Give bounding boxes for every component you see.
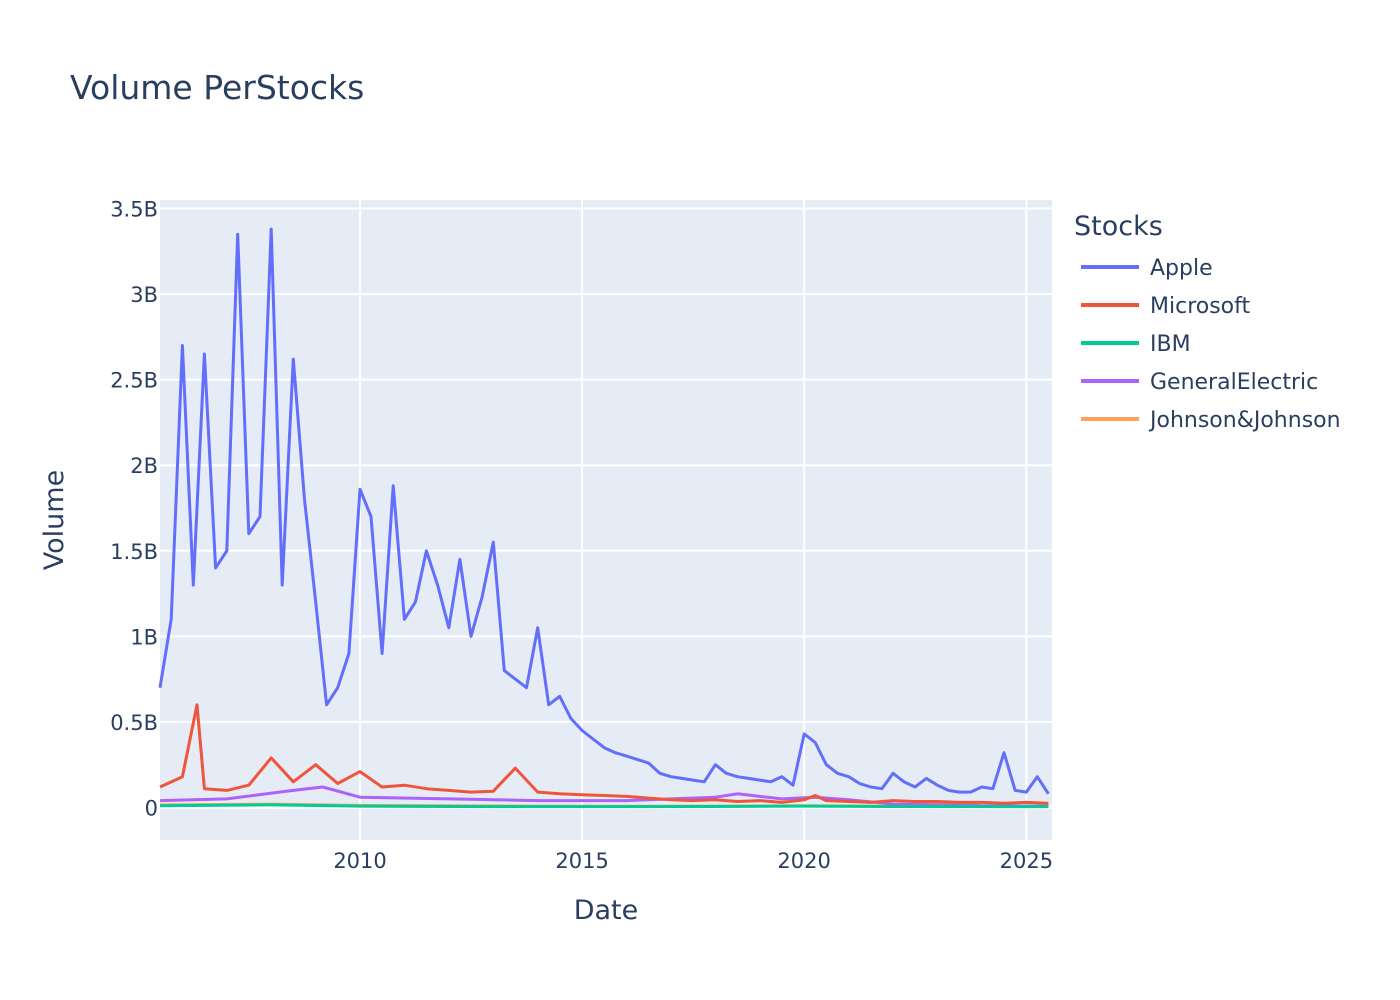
y-axis-ticks: 0 0.5B 1B 1.5B 2B 2.5B 3B 3.5B (110, 198, 158, 821)
legend-label: IBM (1150, 332, 1191, 357)
x-tick-label: 2025 (1000, 849, 1053, 873)
x-axis-ticks: 2010 2015 2020 2025 (333, 849, 1053, 873)
series-line-ibm (159, 803, 1049, 809)
y-axis-title: Volume (39, 470, 70, 570)
x-tick-label: 2020 (777, 849, 830, 873)
x-tick-label: 2010 (333, 849, 386, 873)
y-tick-label: 2.5B (110, 369, 158, 393)
y-tick-label: 1.5B (110, 540, 158, 564)
legend-label: GeneralElectric (1150, 370, 1318, 395)
legend-item-ibm[interactable]: IBM (1081, 332, 1191, 357)
legend-label: Apple (1150, 256, 1213, 281)
plot-background (160, 200, 1052, 840)
series-line-microsoft (159, 703, 1049, 805)
legend-title: Stocks (1074, 211, 1163, 242)
series-line-apple (158, 227, 1050, 795)
legend-label: Johnson&Johnson (1148, 408, 1341, 433)
chart-title: Volume PerStocks (70, 68, 364, 107)
legend-item-generalelectric[interactable]: GeneralElectric (1081, 370, 1318, 395)
legend-item-microsoft[interactable]: Microsoft (1081, 294, 1250, 319)
x-axis-title: Date (574, 895, 639, 926)
series-lines (158, 227, 1050, 809)
legend-item-apple[interactable]: Apple (1081, 256, 1213, 281)
legend[interactable]: Stocks Apple Microsoft IBM GeneralElectric J… (1074, 211, 1341, 433)
y-tick-label: 3B (130, 283, 158, 307)
legend-label: Microsoft (1150, 294, 1250, 319)
y-tick-label: 1B (130, 625, 158, 649)
y-tick-label: 2B (130, 454, 158, 478)
y-tick-label: 0.5B (110, 711, 158, 735)
x-tick-label: 2015 (555, 849, 608, 873)
y-tick-label: 0 (145, 796, 158, 820)
legend-item-johnson-johnson[interactable]: Johnson&Johnson (1081, 408, 1341, 433)
y-tick-label: 3.5B (110, 198, 158, 222)
